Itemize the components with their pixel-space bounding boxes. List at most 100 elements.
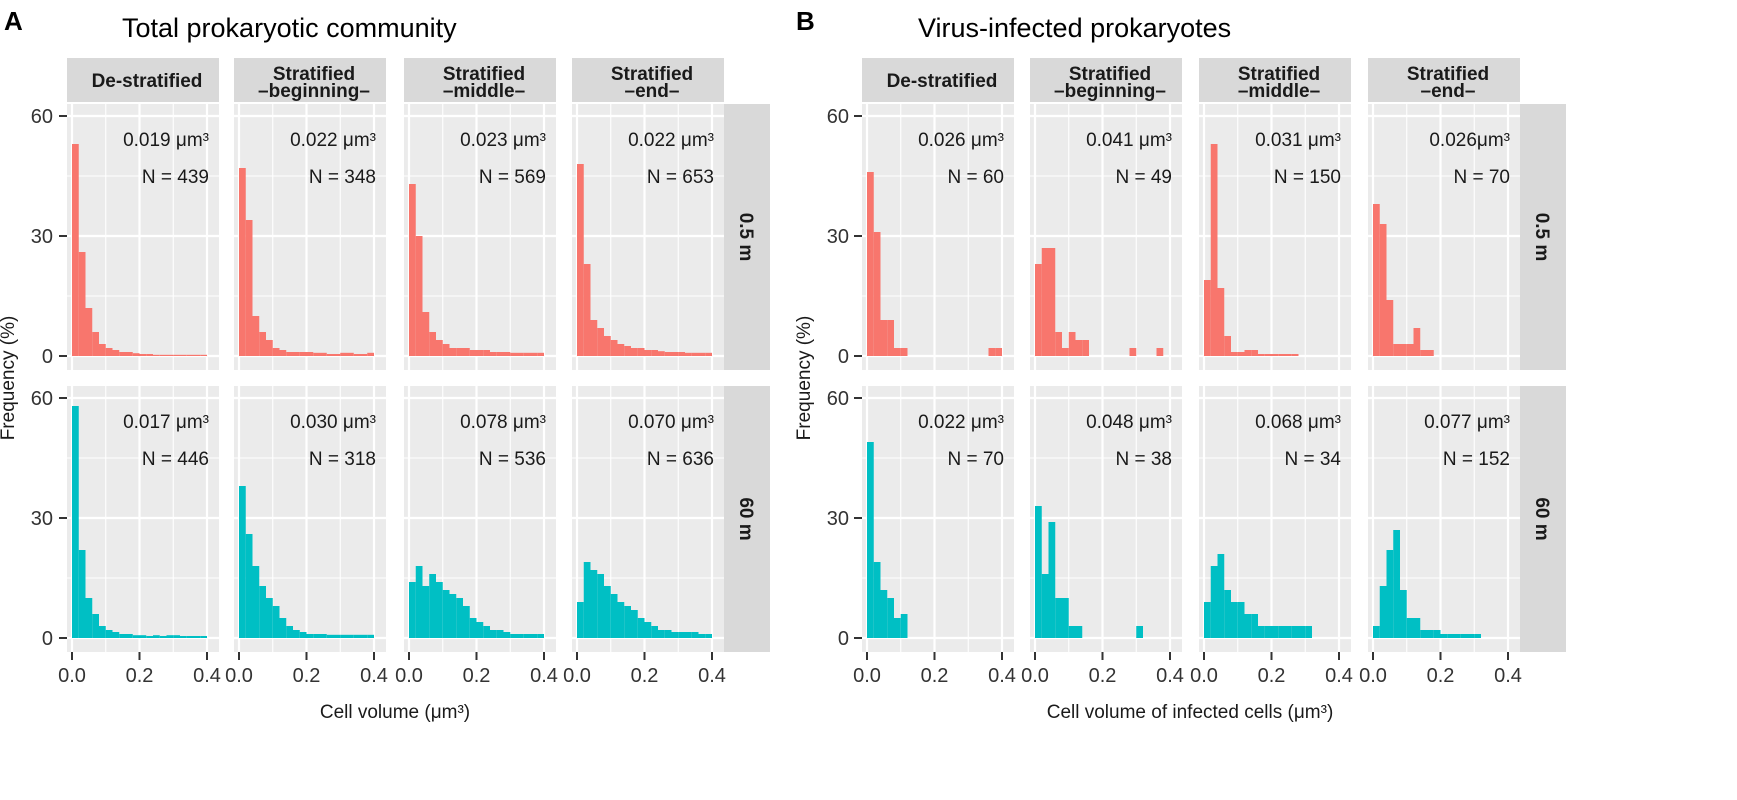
histogram-bar bbox=[1035, 506, 1042, 638]
histogram-bar bbox=[503, 352, 511, 356]
sample-size-label: N = 348 bbox=[309, 167, 376, 188]
row-strip: 60 m bbox=[722, 386, 770, 652]
mean-volume-label: 0.031 μm³ bbox=[1255, 130, 1341, 151]
histogram-bar bbox=[510, 634, 517, 638]
sample-size-label: N = 318 bbox=[309, 449, 376, 470]
row-strip-bg bbox=[1518, 386, 1566, 652]
column-strip-line1: Stratified bbox=[273, 64, 355, 85]
column-strip-bg bbox=[1368, 58, 1520, 102]
histogram-bar bbox=[530, 352, 538, 356]
column-strip: Stratified–middle– bbox=[404, 58, 556, 102]
histogram-bar bbox=[320, 352, 327, 356]
histogram-bar bbox=[631, 610, 638, 638]
histogram-bar bbox=[286, 626, 293, 638]
histogram-bar bbox=[326, 354, 334, 356]
y-axis-title: Frequency (%) bbox=[0, 316, 19, 441]
histogram-bar bbox=[483, 350, 490, 356]
histogram-bar bbox=[490, 352, 497, 356]
histogram-bar bbox=[664, 352, 672, 356]
histogram-panel: 0.019 μm³ N = 439 bbox=[67, 104, 219, 370]
histogram-bar bbox=[1258, 626, 1265, 638]
x-tick-label: 0.0 bbox=[395, 665, 423, 687]
column-strip-bg bbox=[572, 58, 724, 102]
histogram-bar bbox=[510, 352, 517, 356]
column-strip: Stratified–end– bbox=[572, 58, 724, 102]
row-strip: 0.5 m bbox=[1518, 104, 1566, 370]
column-strip-line1: Stratified bbox=[1238, 64, 1320, 85]
y-tick-label: 30 bbox=[827, 508, 849, 530]
histogram-bar bbox=[1393, 530, 1400, 638]
histogram-panel: 0.070 μm³ N = 636 bbox=[572, 386, 724, 652]
histogram-bar bbox=[1420, 630, 1427, 638]
histogram-bar bbox=[306, 352, 314, 356]
mean-volume-label: 0.070 μm³ bbox=[628, 412, 714, 433]
histogram-bar bbox=[99, 626, 106, 638]
column-strip-label: De-stratified bbox=[887, 71, 998, 92]
histogram-panel: 0.041 μm³ N = 49 bbox=[1030, 104, 1182, 370]
row-strip-bg bbox=[722, 386, 770, 652]
histogram-bar bbox=[530, 634, 538, 638]
histogram-bar bbox=[610, 340, 618, 356]
row-strip-bg bbox=[1518, 104, 1566, 370]
y-tick-label: 0 bbox=[838, 346, 849, 368]
histogram-bar bbox=[1244, 350, 1252, 356]
histogram-bar bbox=[293, 630, 300, 638]
histogram-bar bbox=[245, 220, 253, 356]
histogram-panel: 0.022 μm³ N = 653 bbox=[572, 104, 724, 370]
histogram-bar bbox=[72, 144, 79, 356]
histogram-bar bbox=[1460, 634, 1468, 638]
x-tick-label: 0.2 bbox=[1089, 665, 1117, 687]
histogram-bar bbox=[664, 630, 672, 638]
histogram-bar bbox=[132, 353, 140, 356]
histogram-bar bbox=[299, 632, 307, 638]
sample-size-label: N = 70 bbox=[947, 449, 1004, 470]
histogram-bar bbox=[583, 264, 591, 356]
histogram-bar bbox=[597, 574, 604, 638]
column-strip-bg bbox=[862, 58, 1014, 102]
histogram-bar bbox=[429, 332, 436, 356]
histogram-bar bbox=[469, 350, 477, 356]
sample-size-label: N = 439 bbox=[142, 167, 209, 188]
histogram-bar bbox=[105, 630, 113, 638]
histogram-bar bbox=[239, 168, 246, 356]
y-tick-label: 60 bbox=[31, 106, 53, 128]
histogram-bar bbox=[1474, 634, 1481, 638]
histogram-bar bbox=[1204, 280, 1211, 356]
histogram-bar bbox=[333, 634, 341, 638]
histogram-panel: 0.023 μm³ N = 569 bbox=[404, 104, 556, 370]
histogram-bar bbox=[1075, 626, 1083, 638]
column-strip-bg bbox=[404, 58, 556, 102]
histogram-bar bbox=[166, 354, 174, 356]
histogram-bar bbox=[644, 622, 652, 638]
x-tick-label: 0.4 bbox=[1325, 665, 1353, 687]
row-strip-label: 0.5 m bbox=[735, 213, 756, 262]
histogram-bar bbox=[1258, 354, 1265, 356]
histogram-bar bbox=[173, 354, 180, 356]
histogram-bar bbox=[1427, 630, 1434, 638]
figure-letter: A bbox=[4, 6, 23, 36]
histogram-panel: 0.048 μm³ N = 38 bbox=[1030, 386, 1182, 652]
histogram-bar bbox=[469, 618, 477, 638]
histogram-bar bbox=[880, 320, 888, 356]
column-strip-line2: –end– bbox=[625, 81, 680, 102]
histogram-panel: 0.030 μm³ N = 318 bbox=[234, 386, 386, 652]
histogram-bar bbox=[1406, 618, 1414, 638]
histogram-bar bbox=[193, 636, 201, 638]
x-tick-label: 0.2 bbox=[293, 665, 321, 687]
histogram-bar bbox=[347, 634, 354, 638]
histogram-bar bbox=[1386, 300, 1394, 356]
mean-volume-label: 0.022 μm³ bbox=[290, 130, 376, 151]
histogram-bar bbox=[347, 352, 354, 356]
histogram-panel: 0.026 μm³ N = 60 bbox=[862, 104, 1014, 370]
histogram-bar bbox=[422, 586, 430, 638]
histogram-bar bbox=[1454, 634, 1461, 638]
histogram-bar bbox=[1379, 224, 1387, 356]
histogram-bar bbox=[279, 350, 287, 356]
histogram-bar bbox=[691, 352, 699, 356]
histogram-bar bbox=[1278, 354, 1285, 356]
histogram-bar bbox=[503, 632, 511, 638]
histogram-bar bbox=[1204, 602, 1211, 638]
histogram-bar bbox=[333, 354, 341, 356]
histogram-bar bbox=[153, 635, 160, 638]
histogram-panel: 0.022 μm³ N = 70 bbox=[862, 386, 1014, 652]
